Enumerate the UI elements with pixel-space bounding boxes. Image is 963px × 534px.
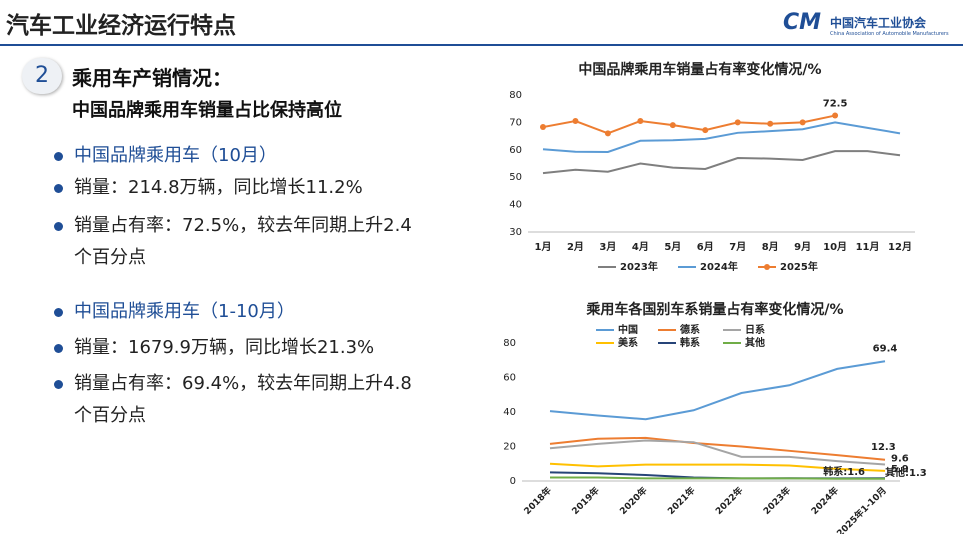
point [572, 118, 579, 125]
legend-label: 2023年 [620, 260, 658, 273]
y-tick-label: 20 [503, 442, 516, 453]
y-tick-label: 60 [503, 373, 516, 384]
section-subheading: 中国品牌乘用车销量占比保持高位 [72, 100, 342, 121]
bullet: 中国品牌乘用车（1-10月） [54, 296, 419, 328]
value-label: 9.6 [891, 453, 909, 464]
x-tick-label: 4月 [632, 241, 649, 253]
x-tick-label: 2月 [567, 241, 584, 253]
point [637, 118, 644, 125]
logo-name: 中国汽车工业协会 [830, 16, 927, 30]
value-label: 69.4 [873, 343, 898, 354]
value-label: 其他:1.3 [885, 466, 927, 479]
x-tick-label: 7月 [729, 241, 746, 253]
point [832, 112, 839, 119]
section-number: 2 [22, 58, 62, 94]
legend-label: 日系 [745, 323, 765, 336]
value-label: 12.3 [871, 442, 896, 453]
chart-title: 乘用车各国别车系销量占有率变化情况/% [585, 301, 843, 318]
series-line [550, 476, 885, 480]
x-tick-label: 10月 [823, 241, 847, 253]
x-tick-label: 2020年 [617, 484, 650, 517]
x-tick-label: 9月 [794, 241, 811, 253]
bullet: 中国品牌乘用车（10月） [54, 140, 419, 172]
chart-title: 中国品牌乘用车销量占有率变化情况/% [578, 61, 821, 78]
y-tick-label: 40 [509, 200, 522, 211]
y-tick-label: 60 [509, 145, 522, 156]
section-heading: 乘用车产销情况： [72, 66, 232, 90]
x-tick-label: 8月 [762, 241, 779, 253]
x-tick-label: 6月 [697, 241, 714, 253]
point [734, 119, 741, 126]
y-tick-label: 0 [510, 476, 516, 487]
bullet: 销量占有率：69.4%，较去年同期上升4.8个百分点 [54, 368, 419, 432]
point [702, 127, 709, 134]
point [767, 120, 774, 127]
logo-english: China Association of Automobile Manufact… [830, 31, 949, 37]
legend-label: 美系 [618, 336, 638, 349]
legend-label: 中国 [618, 323, 638, 336]
point [669, 122, 676, 129]
series-line [542, 121, 901, 153]
bullet: 销量：214.8万辆，同比增长11.2% [54, 172, 419, 204]
point [604, 130, 611, 137]
x-tick-label: 2018年 [521, 484, 554, 517]
y-tick-label: 30 [509, 227, 522, 238]
series-line [549, 439, 886, 466]
y-tick-label: 80 [503, 338, 516, 349]
y-tick-label: 70 [509, 117, 522, 128]
x-tick-label: 2019年 [569, 484, 602, 517]
x-tick-label: 5月 [664, 241, 681, 253]
x-tick-label: 2023年 [761, 484, 794, 517]
y-tick-label: 40 [503, 407, 516, 418]
series-line [542, 114, 836, 135]
legend-label: 2024年 [700, 260, 738, 273]
legend-label: 德系 [679, 323, 700, 336]
series-line [549, 462, 886, 472]
y-tick-label: 80 [509, 90, 522, 101]
legend-label: 韩系 [680, 336, 700, 349]
point [540, 124, 546, 131]
x-tick-label: 2024年 [808, 484, 841, 517]
x-tick-label: 1月 [535, 241, 552, 253]
legend-marker [764, 264, 770, 270]
x-tick-label: 2025年1-10月 [834, 484, 889, 534]
value-label: 72.5 [823, 99, 848, 110]
series-line [542, 150, 901, 175]
bullet: 销量占有率：72.5%，较去年同期上升2.4个百分点 [54, 210, 419, 274]
y-tick-label: 50 [509, 172, 522, 183]
legend-label: 其他 [745, 336, 765, 349]
x-tick-label: 2021年 [665, 484, 698, 517]
legend-label: 2025年 [780, 260, 818, 273]
point [799, 119, 806, 126]
header: 汽车工业经济运行特点 CM 中国汽车工业协会 China Association… [0, 0, 963, 46]
x-tick-label: 12月 [888, 241, 912, 253]
series-line [549, 360, 886, 421]
value-label: 5.9 [891, 464, 909, 475]
x-tick-label: 11月 [856, 241, 880, 253]
x-tick-label: 2022年 [713, 484, 746, 517]
logo-mark: CM [783, 10, 822, 35]
bullet: 销量：1679.9万辆，同比增长21.3% [54, 332, 419, 364]
value-label: 韩系:1.6 [823, 465, 865, 478]
slide-title: 汽车工业经济运行特点 [6, 13, 236, 39]
x-tick-label: 3月 [599, 241, 616, 253]
series-line [549, 436, 886, 461]
